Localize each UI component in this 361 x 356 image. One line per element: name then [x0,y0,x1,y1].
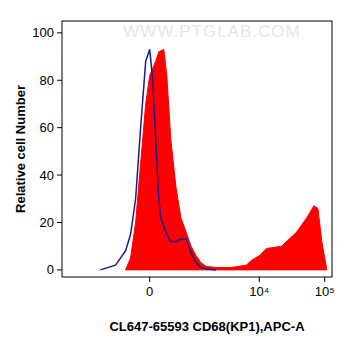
plot-area [100,49,327,269]
chart: WWW.PTGLAB.COM 0 20 40 60 80 100 0 10⁴ 10⁵ CL647-6… [0,0,361,356]
y-tick [57,32,62,33]
y-tick [57,269,62,270]
y-tick-label: 60 [40,120,54,135]
histogram-area [126,49,327,269]
y-tick [57,222,62,223]
y-tick-label: 0 [47,262,54,277]
x-tick-label: 10⁴ [249,284,269,299]
y-tick-label: 80 [40,73,54,88]
y-tick-label: 20 [40,215,54,230]
plot-frame [62,21,332,277]
x-axis-label: CL647-65593 CD68(KP1),APC-A [109,319,305,334]
y-tick-label: 100 [32,25,54,40]
x-tick [149,277,150,282]
y-tick [57,80,62,81]
y-tick-label: 40 [40,168,54,183]
y-axis-label: Relative cell Number [13,85,28,213]
histogram-line [100,49,216,269]
x-tick [259,277,260,282]
x-tick [324,277,325,282]
x-tick-label: 10⁵ [315,284,335,299]
watermark: WWW.PTGLAB.COM [123,22,300,41]
x-tick-label: 0 [146,284,153,299]
y-tick [57,175,62,176]
y-tick [57,127,62,128]
